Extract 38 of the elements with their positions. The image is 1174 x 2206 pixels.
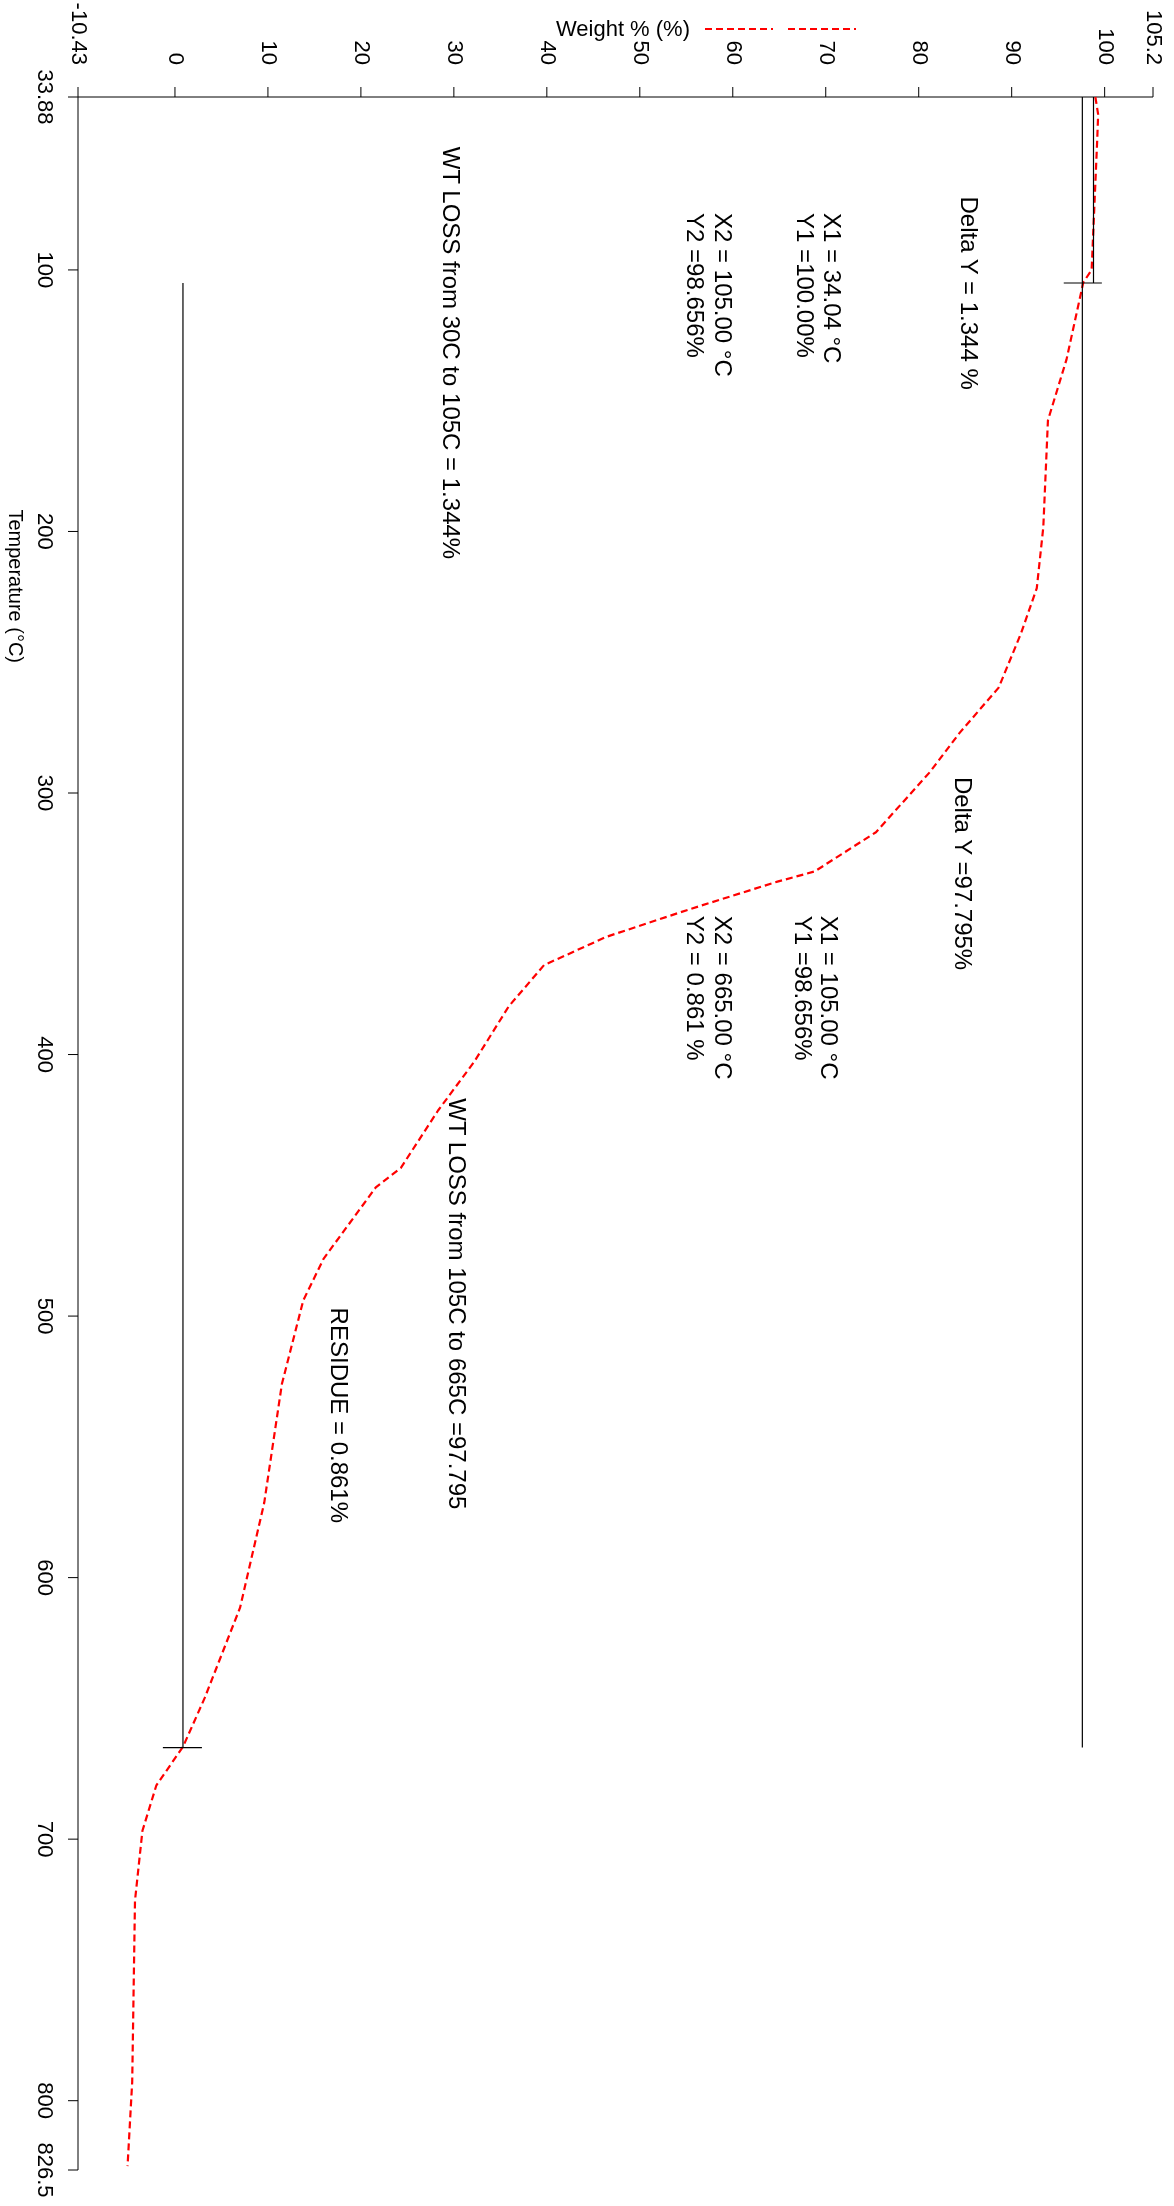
annotation: Delta Y = 1.344 %: [955, 196, 983, 390]
x-tick-label: -10.43: [67, 2, 93, 65]
x-tick-label: 105.2: [1142, 9, 1168, 65]
x-tick-label: 90: [1000, 40, 1026, 65]
x-tick-label: 70: [814, 40, 840, 65]
annotation: Y2 =98.656%: [681, 213, 709, 358]
x-tick-label: 50: [629, 40, 654, 65]
annotation: RESIDUE = 0.861%: [325, 1307, 353, 1524]
y-tick-label: 33.88: [33, 69, 59, 125]
y-tick-label: 100: [33, 251, 59, 289]
x-tick-label: 60: [721, 40, 747, 65]
x-tick-label: 20: [350, 40, 376, 65]
y-tick-label: 800: [33, 2082, 59, 2120]
x-tick-label: 40: [536, 40, 562, 65]
annotation: Y2 = 0.861 %: [681, 915, 709, 1061]
y-tick-label: 400: [33, 1036, 59, 1073]
annotation: X1 = 105.00 °C: [815, 915, 843, 1080]
x-tick-label: 30: [443, 40, 469, 65]
y-tick-label: 826.5: [33, 2142, 59, 2198]
legend-label: Weight % (%): [555, 16, 690, 41]
y-tick-label: 700: [33, 1820, 59, 1858]
y-tick-label: 300: [33, 774, 59, 812]
x-tick-label: 80: [907, 40, 933, 65]
y-tick-label: 200: [33, 513, 59, 550]
annotation: WT LOSS from 105C to 665C =97.795: [443, 1098, 471, 1510]
annotation: X1 = 34.04 °C: [819, 213, 847, 364]
x-tick-label: 0: [164, 52, 190, 65]
y-axis-title: Temperature (°C): [4, 509, 27, 664]
y-tick-label: 600: [33, 1559, 59, 1596]
y-tick-label: 500: [33, 1297, 59, 1335]
annotation: WT LOSS from 30C to 105C = 1.344%: [437, 146, 465, 560]
annotation: X2 = 105.00 °C: [709, 213, 737, 377]
annotation: Delta Y =97.795%: [950, 776, 978, 971]
x-tick-label: 10: [257, 40, 283, 65]
annotation: X2 = 665.00 °C: [709, 915, 737, 1080]
annotation: Y1 =98.656%: [790, 915, 818, 1061]
annotation: Y1 =100.00%: [792, 213, 820, 358]
x-tick-label: 100: [1093, 28, 1119, 65]
